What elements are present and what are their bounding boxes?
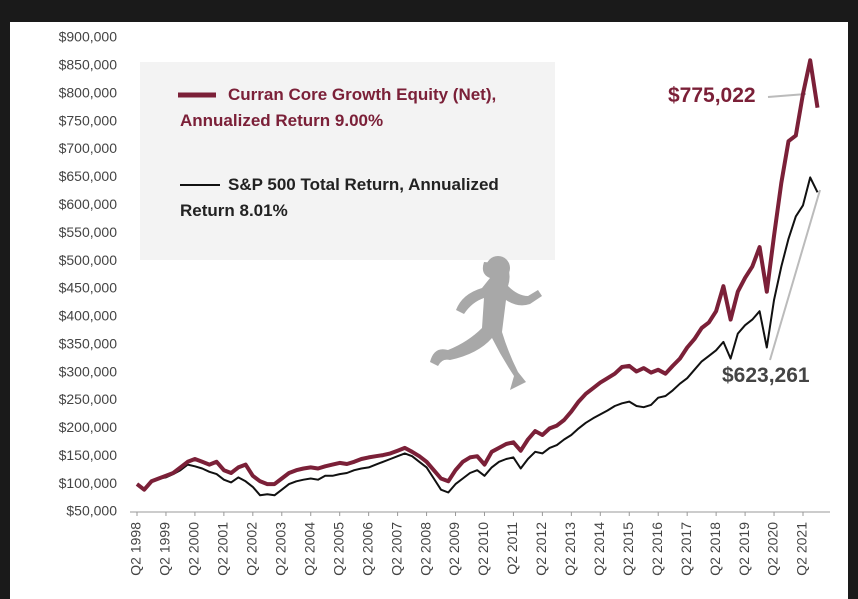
y-tick-label: $100,000	[59, 475, 118, 491]
x-tick-label: Q2 2002	[244, 522, 260, 576]
x-tick-label: Q2 2013	[562, 522, 578, 576]
x-tick-label: Q2 2005	[330, 522, 346, 576]
legend-swatch	[180, 184, 220, 186]
x-tick-label: Q2 2011	[504, 522, 520, 575]
x-tick-label: Q2 2018	[707, 522, 723, 576]
y-tick-label: $350,000	[59, 335, 118, 351]
legend-label: Curran Core Growth Equity (Net), Annuali…	[180, 85, 497, 130]
y-tick-label: $450,000	[59, 280, 118, 296]
x-tick-label: Q2 2003	[272, 522, 288, 576]
x-tick-label: Q2 2019	[736, 522, 752, 576]
y-tick-label: $800,000	[59, 84, 118, 100]
x-tick-label: Q2 2015	[620, 522, 636, 576]
x-tick-label: Q2 2004	[301, 522, 317, 576]
x-tick-label: Q2 1999	[157, 522, 173, 576]
x-tick-label: Q2 2012	[533, 522, 549, 576]
y-tick-label: $300,000	[59, 363, 118, 379]
y-tick-label: $200,000	[59, 419, 118, 435]
x-tick-label: Q2 2006	[359, 522, 375, 576]
series-line	[136, 176, 819, 497]
y-tick-label: $700,000	[59, 140, 118, 156]
y-tick-label: $150,000	[59, 447, 118, 463]
x-tick-label: Q2 2020	[765, 522, 781, 576]
y-tick-label: $250,000	[59, 391, 118, 407]
y-tick-label: $600,000	[59, 196, 118, 212]
y-tick-label: $50,000	[66, 503, 117, 519]
x-tick-label: Q2 2009	[446, 522, 462, 576]
x-tick-label: Q2 2007	[388, 522, 404, 576]
legend-swatch	[178, 92, 216, 98]
y-tick-label: $550,000	[59, 224, 118, 240]
y-tick-label: $650,000	[59, 168, 118, 184]
y-tick-label: $500,000	[59, 252, 118, 268]
x-tick-label: Q2 2017	[678, 522, 694, 576]
legend-entry: S&P 500 Total Return, Annualized Return …	[180, 172, 510, 224]
x-tick-label: Q2 2001	[215, 522, 231, 576]
x-tick-label: Q2 2008	[417, 522, 433, 576]
annotation: $623,261	[722, 364, 810, 387]
x-tick-label: Q2 1998	[128, 522, 144, 576]
x-tick-label: Q2 2010	[475, 522, 491, 576]
x-tick-label: Q2 2000	[186, 522, 202, 576]
leader-line	[769, 189, 821, 361]
y-tick-label: $900,000	[59, 29, 118, 45]
series-line	[135, 58, 820, 492]
x-tick-label: Q2 2014	[591, 522, 607, 576]
x-tick-label: Q2 2016	[649, 522, 665, 576]
legend-label: S&P 500 Total Return, Annualized Return …	[180, 175, 499, 220]
y-tick-label: $400,000	[59, 308, 118, 324]
annotation: $775,022	[668, 84, 756, 107]
x-tick-label: Q2 2021	[794, 522, 810, 576]
legend-entry: Curran Core Growth Equity (Net), Annuali…	[178, 82, 510, 134]
runner-icon	[430, 256, 542, 390]
y-tick-label: $750,000	[59, 112, 118, 128]
leader-line	[767, 93, 807, 98]
y-tick-label: $850,000	[59, 57, 118, 73]
